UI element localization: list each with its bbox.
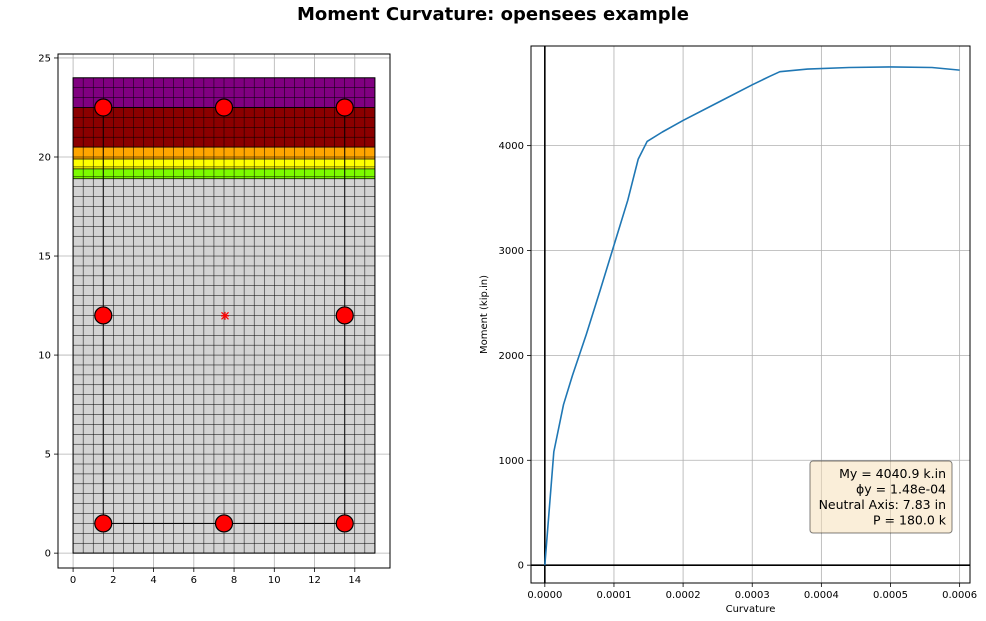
y-tick-label: 20 bbox=[38, 152, 51, 163]
x-tick-label: 12 bbox=[308, 575, 321, 586]
axes-frame bbox=[530, 45, 971, 584]
rebar-marker bbox=[335, 98, 354, 117]
y-tick-label: 25 bbox=[38, 53, 51, 64]
rebar-marker bbox=[214, 514, 234, 533]
x-tick-label: 0.0001 bbox=[596, 590, 631, 601]
y-axis-label: Moment (kip.in) bbox=[479, 275, 490, 354]
centroid-marker bbox=[221, 311, 230, 320]
x-tick-label: 8 bbox=[231, 575, 237, 586]
section-outline bbox=[72, 77, 376, 554]
y-tick-label: 1000 bbox=[499, 456, 524, 467]
x-tick-label: 0.0000 bbox=[527, 590, 562, 601]
annotation-line: ϕy = 1.48e-04 bbox=[856, 482, 946, 497]
y-tick-label: 0 bbox=[45, 549, 51, 560]
x-tick-label: 0.0003 bbox=[735, 590, 770, 601]
annotation-line: My = 4040.9 k.in bbox=[839, 466, 946, 481]
annotation-background bbox=[809, 460, 953, 534]
moment-curvature-line bbox=[544, 66, 960, 566]
y-tick-label: 5 bbox=[45, 450, 51, 461]
annotation-line: Neutral Axis: 7.83 in bbox=[819, 497, 946, 512]
x-tick-label: 4 bbox=[150, 575, 156, 586]
y-tick-label: 3000 bbox=[499, 246, 524, 257]
rebar-marker bbox=[214, 98, 234, 117]
y-tick-label: 2000 bbox=[499, 351, 524, 362]
x-tick-label: 6 bbox=[191, 575, 197, 586]
y-tick-label: 15 bbox=[38, 252, 51, 263]
x-tick-label: 2 bbox=[110, 575, 116, 586]
moment-curvature-axes: 0.0000 0.0001 0.0002 0.0003 0.0004 0.0005 0.00… bbox=[479, 45, 977, 615]
x-axis-label: Curvature bbox=[726, 604, 776, 615]
y-tick-label: 4000 bbox=[499, 141, 524, 152]
y-tick-label: 10 bbox=[38, 351, 51, 362]
x-tick-label: 0.0006 bbox=[942, 590, 977, 601]
x-tick-label: 0 bbox=[70, 575, 76, 586]
section-axes: 0 2 4 6 8 10 12 14 0 5 10 15 20 25 bbox=[38, 53, 391, 586]
y-tick-label: 0 bbox=[518, 561, 524, 572]
axes-frame bbox=[57, 53, 391, 569]
x-tick-label: 0.0005 bbox=[873, 590, 908, 601]
x-tick-label: 10 bbox=[268, 575, 281, 586]
rebar-marker bbox=[94, 306, 113, 325]
rebar-marker bbox=[335, 306, 354, 325]
x-tick-label: 14 bbox=[348, 575, 361, 586]
annotation-line: P = 180.0 k bbox=[873, 513, 947, 528]
x-tick-label: 0.0002 bbox=[666, 590, 701, 601]
rebar-marker bbox=[94, 514, 113, 533]
rebar-marker bbox=[335, 514, 354, 533]
rebar-marker bbox=[94, 98, 113, 117]
figure-title: Moment Curvature: opensees example bbox=[296, 4, 690, 25]
x-tick-label: 0.0004 bbox=[804, 590, 839, 601]
